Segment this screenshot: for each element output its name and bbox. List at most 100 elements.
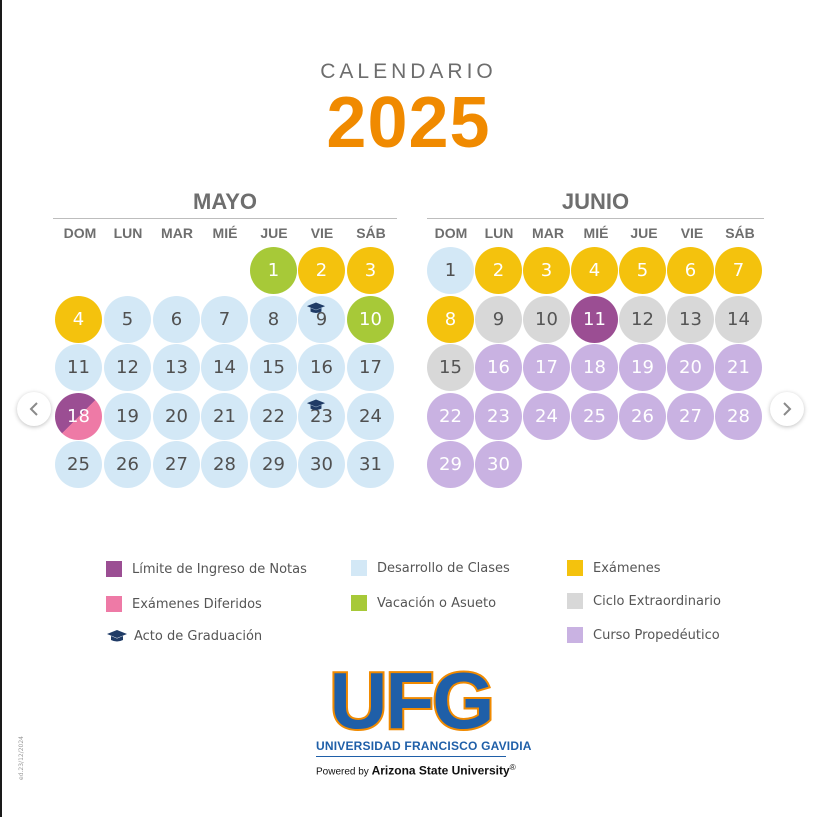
calendar-day: 16 [475,344,522,391]
calendar-day: 30 [475,441,522,488]
calendar-day: 18 [55,392,102,440]
day-number: 14 [727,308,750,330]
day-number: 20 [679,357,702,378]
day-number: 4 [588,260,601,281]
weekday-label: VIE [310,225,334,241]
calendar-day: 24 [523,392,570,440]
calendar-day: 9 [475,295,522,343]
day-number: 24 [535,405,558,427]
graduation-cap-icon [306,399,326,410]
chevron-right-icon [783,402,792,416]
carousel-prev-button[interactable] [17,392,51,426]
legend-clases: Desarrollo de Clases [351,558,510,578]
ufg-logo: UFG UNIVERSIDAD FRANCISCO GAVIDIA Powere… [316,659,532,778]
calendar-day: 29 [427,441,474,488]
day-number: 30 [310,454,333,475]
calendar-day: 5 [619,247,666,294]
calendar-day: 17 [523,344,570,391]
day-number: 18 [583,357,606,378]
calendar-day: 6 [153,295,200,343]
weekday-label: JUE [630,225,658,241]
weekday-label: SÁB [356,225,386,241]
day-number: 5 [636,260,649,281]
day-number: 3 [364,260,377,281]
month-divider [53,218,397,219]
weekday-label: MIÉ [583,225,609,241]
legend-label: Curso Propedéutico [593,627,720,643]
legend-propedeutico: Curso Propedéutico [567,625,720,645]
calendar-day: 14 [201,344,248,391]
calendar-day: 31 [347,441,394,488]
day-number: 9 [492,308,505,330]
calendar-day: 26 [619,392,666,440]
day-number: 15 [439,357,462,378]
weekday-label: SÁB [725,225,755,241]
calendar-day: 25 [55,441,102,488]
day-number: 2 [315,260,328,281]
chevron-left-icon [29,402,38,416]
day-number: 13 [165,357,188,378]
day-number: 23 [487,405,510,427]
weekday-label: MAR [161,225,193,241]
day-number: 28 [213,454,236,475]
day-number: 26 [631,405,654,427]
legend-extraordinario: Ciclo Extraordinario [567,591,721,611]
calendar-day: 14 [715,295,762,343]
calendar-day: 8 [250,295,297,343]
legend-swatch [351,595,367,611]
calendar-day: 4 [571,247,618,294]
calendar-day: 24 [347,392,394,440]
weekday-header-row: DOM LUN MAR MIÉ JUE VIE SÁB [427,219,764,245]
day-number: 27 [165,454,188,475]
carousel-next-button[interactable] [770,392,804,426]
calendar-day: 13 [153,344,200,391]
day-grid-may: 1 2 3 4 5 6 7 8 9 10 11 12 13 14 15 16 17 18 19 20 21 22 23 24 2… [53,245,397,495]
university-name: UNIVERSIDAD FRANCISCO GAVIDIA [316,739,532,753]
calendar-day: 9 [298,295,345,343]
calendar-day: 1 [250,247,297,294]
day-number: 4 [72,308,85,330]
calendar-day: 11 [55,344,102,391]
powered-prefix: Powered by [316,766,369,778]
calendar-day: 12 [619,295,666,343]
calendar-title: CALENDARIO [320,60,497,83]
day-number: 8 [444,308,457,330]
graduation-cap-icon [107,630,127,642]
weekday-label: MAR [532,225,564,241]
calendar-day: 27 [153,441,200,488]
day-number: 29 [439,454,462,475]
day-number: 21 [727,357,750,378]
day-number: 22 [262,405,285,427]
legend-diferidos: Exámenes Diferidos [106,594,262,614]
calendar-day: 22 [250,392,297,440]
day-number: 19 [116,405,139,427]
day-number: 8 [267,308,280,330]
day-number: 10 [535,308,558,330]
calendar-day: 6 [667,247,714,294]
legend-label: Límite de Ingreso de Notas [132,561,307,577]
month-name: MAYO [193,189,257,214]
calendar-day: 11 [571,295,618,343]
calendar-day: 2 [298,247,345,294]
calendar-day: 10 [523,295,570,343]
day-number: 24 [359,405,382,427]
day-number: 11 [583,308,606,330]
calendar-day: 22 [427,392,474,440]
day-number: 31 [359,454,382,475]
day-number: 10 [359,308,382,330]
day-number: 11 [67,357,90,378]
weekday-label: VIE [680,225,704,241]
legend-swatch [567,560,583,576]
weekday-label: DOM [434,225,468,241]
day-number: 21 [213,405,236,427]
calendar-day: 27 [667,392,714,440]
weekday-label: JUE [260,225,288,241]
calendar-day: 15 [250,344,297,391]
calendar-day: 7 [201,295,248,343]
legend-label: Ciclo Extraordinario [593,593,721,609]
day-number: 23 [310,405,333,427]
legend-swatch [567,593,583,609]
calendar-day: 5 [104,295,151,343]
legend-swatch [351,560,367,576]
weekday-label: LUN [113,225,143,241]
